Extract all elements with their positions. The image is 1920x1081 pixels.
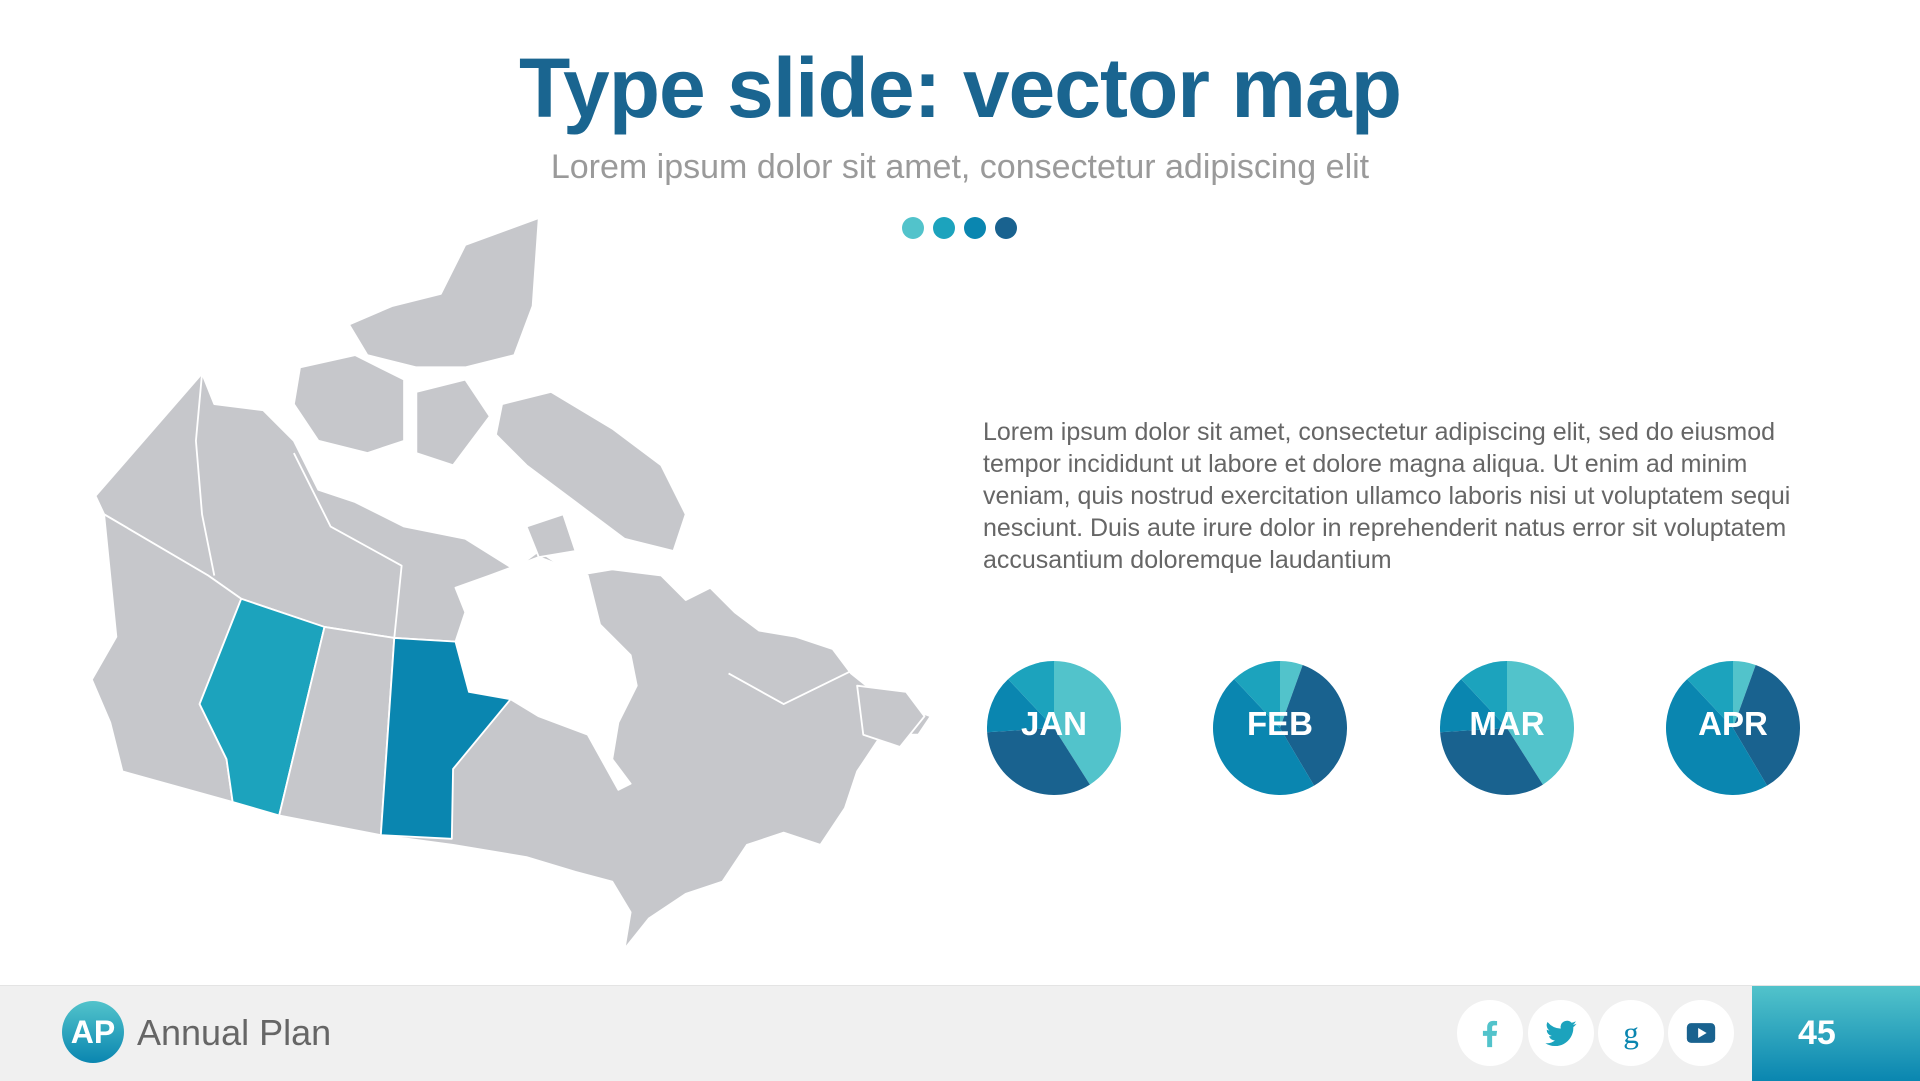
map-island-southampton [525,513,577,559]
facebook-icon [1482,1020,1498,1048]
twitter-button[interactable] [1528,1000,1594,1066]
pie-slice-apr-4 [1687,661,1733,728]
pie-label: FEB [1247,705,1313,742]
youtube-button[interactable] [1668,1000,1734,1066]
map-island-somerset [415,378,491,467]
brand-name: Annual Plan [137,1012,332,1053]
pie-slice-mar-1 [1507,661,1574,785]
svg-text:g: g [1623,1016,1639,1050]
pie-label: MAR [1469,705,1545,742]
pie-slice-mar-4 [1461,661,1507,728]
decorative-dots [902,217,1017,239]
pie-chart-jan: JAN [987,661,1121,795]
pie-slice-apr-3 [1666,679,1768,795]
pie-slice-feb-3 [1213,679,1315,795]
map-border-labrador [728,670,852,705]
facebook-button[interactable] [1457,1000,1523,1066]
pie-slice-mar-2 [1440,728,1543,795]
pie-slice-feb-4 [1234,661,1280,728]
map-island-ellesmere [348,217,540,369]
google-plus-icon: g [1623,1016,1639,1050]
slide-subtitle: Lorem ipsum dolor sit amet, consectetur … [550,148,1370,186]
youtube-icon [1686,1023,1716,1043]
page-number: 45 [1798,1014,1836,1052]
slide-title: Type slide: vector map [518,41,1402,135]
logo: AP [62,1001,124,1063]
twitter-icon [1545,1020,1577,1047]
pie-slice-jan-1 [1054,661,1121,785]
pie-slice-apr-1 [1733,661,1756,728]
footer: AP Annual Plan g 45 [0,985,1920,1081]
map-island-newfoundland [856,684,926,748]
pie-slice-jan-4 [1008,661,1054,728]
pie-slice-jan-3 [987,679,1054,733]
dot-2 [933,217,955,239]
dot-1 [902,217,924,239]
pie-label: JAN [1020,705,1088,742]
pie-chart-apr: APR [1666,661,1800,795]
body-paragraph: Lorem ipsum dolor sit amet, consectetur … [983,418,1791,574]
dot-4 [995,217,1017,239]
pie-label: APR [1698,705,1768,742]
pie-slice-feb-2 [1280,664,1347,786]
map-island-baffin [495,390,687,552]
pie-slice-apr-2 [1733,664,1800,786]
map-border-nunavut [293,452,403,639]
pie-chart-feb: FEB [1213,661,1347,795]
pie-slice-feb-1 [1280,661,1303,728]
map-border-yukon [195,373,216,576]
map-island-victoria [292,354,405,454]
map-region-manitoba [379,637,512,840]
pie-chart-mar: MAR [1440,661,1574,795]
pie-slice-jan-2 [987,728,1090,795]
dot-3 [964,217,986,239]
pie-slice-mar-3 [1440,679,1507,733]
page-number-box: 45 [1752,986,1920,1081]
google-plus-button[interactable]: g [1598,1000,1664,1066]
